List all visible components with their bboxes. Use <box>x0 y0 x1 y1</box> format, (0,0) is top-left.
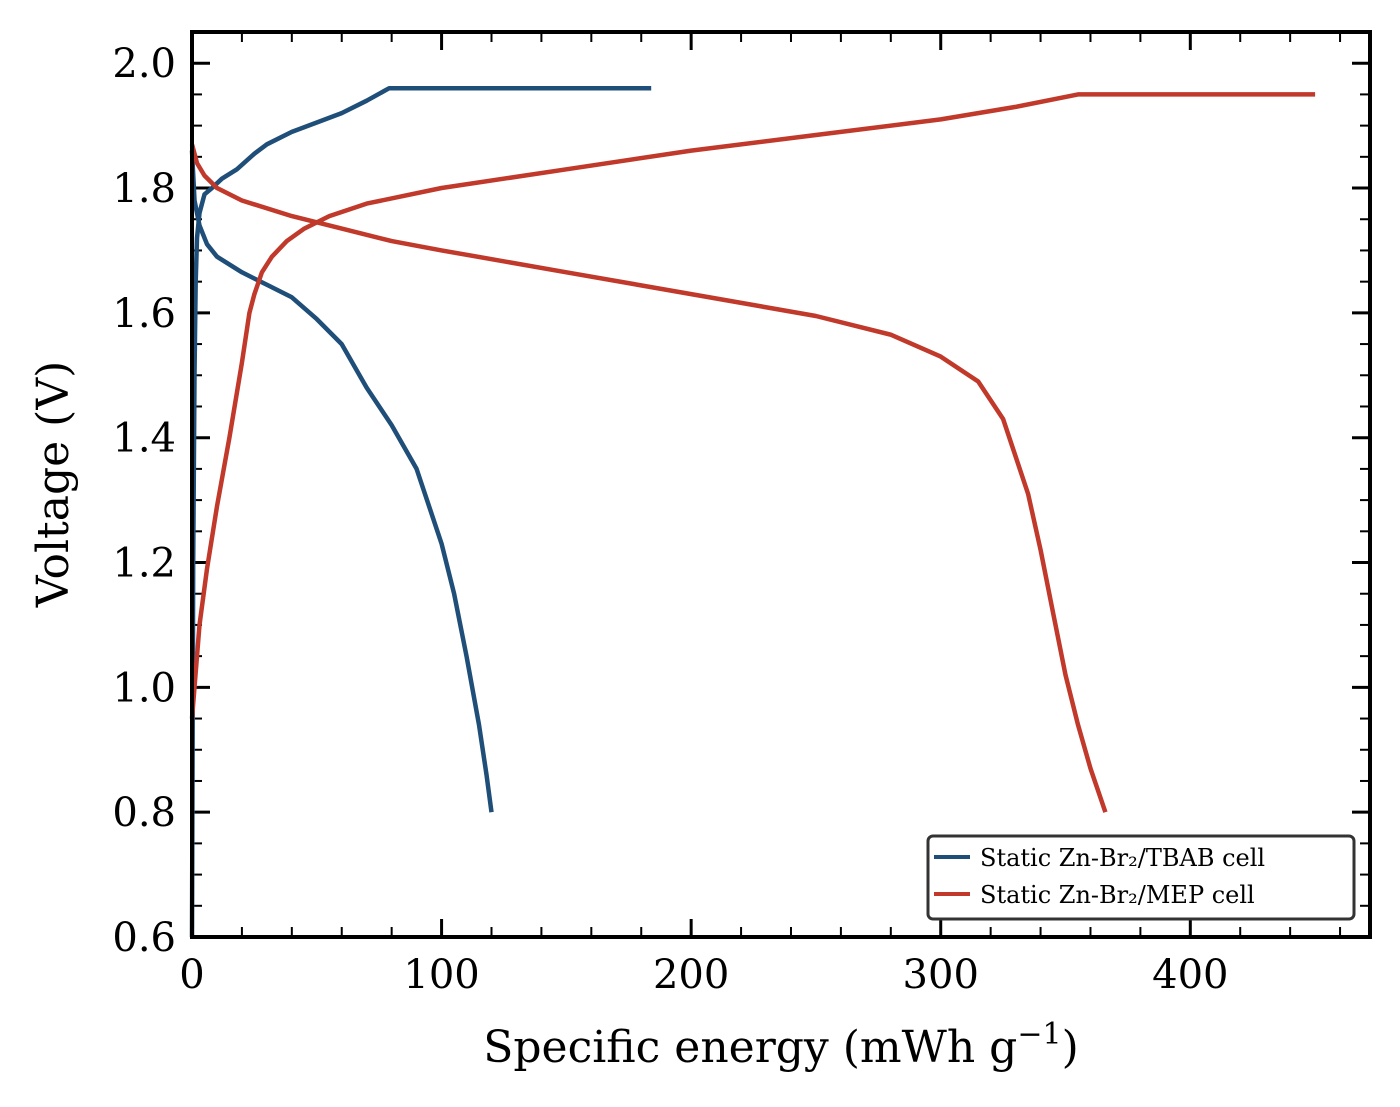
series-0-discharge-line <box>189 150 494 813</box>
series-1-charge-line <box>189 92 1316 719</box>
x-tick-label: 100 <box>403 952 479 998</box>
major-ticks <box>190 32 1370 939</box>
series-0-charge-line <box>189 85 652 938</box>
legend-label-mep: Static Zn-Br₂/MEP cell <box>980 881 1255 909</box>
plot-frame <box>190 30 1372 939</box>
y-tick-label: 1.0 <box>112 665 176 711</box>
y-tick-label: 2.0 <box>112 41 176 87</box>
tick-labels: 0 100 200 300 400 0.6 0.8 1.0 1.2 1.4 1.6 1.8 2.0 <box>112 41 1228 998</box>
y-tick-label: 1.4 <box>112 416 176 462</box>
minor-ticks <box>192 31 1370 937</box>
y-tick-label: 1.8 <box>112 166 176 212</box>
x-tick-label: 400 <box>1152 952 1228 998</box>
y-tick-label: 0.8 <box>112 790 176 836</box>
x-axis-title: Specific energy (mWh g−1) <box>483 1017 1079 1073</box>
y-tick-label: 1.2 <box>112 541 176 587</box>
series-layer <box>189 85 1316 938</box>
y-axis-title: Voltage (V) <box>28 361 79 609</box>
y-tick-label: 1.6 <box>112 291 176 337</box>
legend: Static Zn-Br₂/TBAB cell Static Zn-Br₂/ME… <box>926 834 1356 921</box>
x-tick-label: 300 <box>903 952 979 998</box>
series-1-discharge-line <box>189 143 1108 813</box>
legend-box <box>926 834 1356 921</box>
y-tick-label: 0.6 <box>112 915 176 961</box>
legend-label-tbab: Static Zn-Br₂/TBAB cell <box>980 844 1265 872</box>
x-tick-label: 0 <box>179 952 204 998</box>
x-tick-label: 200 <box>653 952 729 998</box>
